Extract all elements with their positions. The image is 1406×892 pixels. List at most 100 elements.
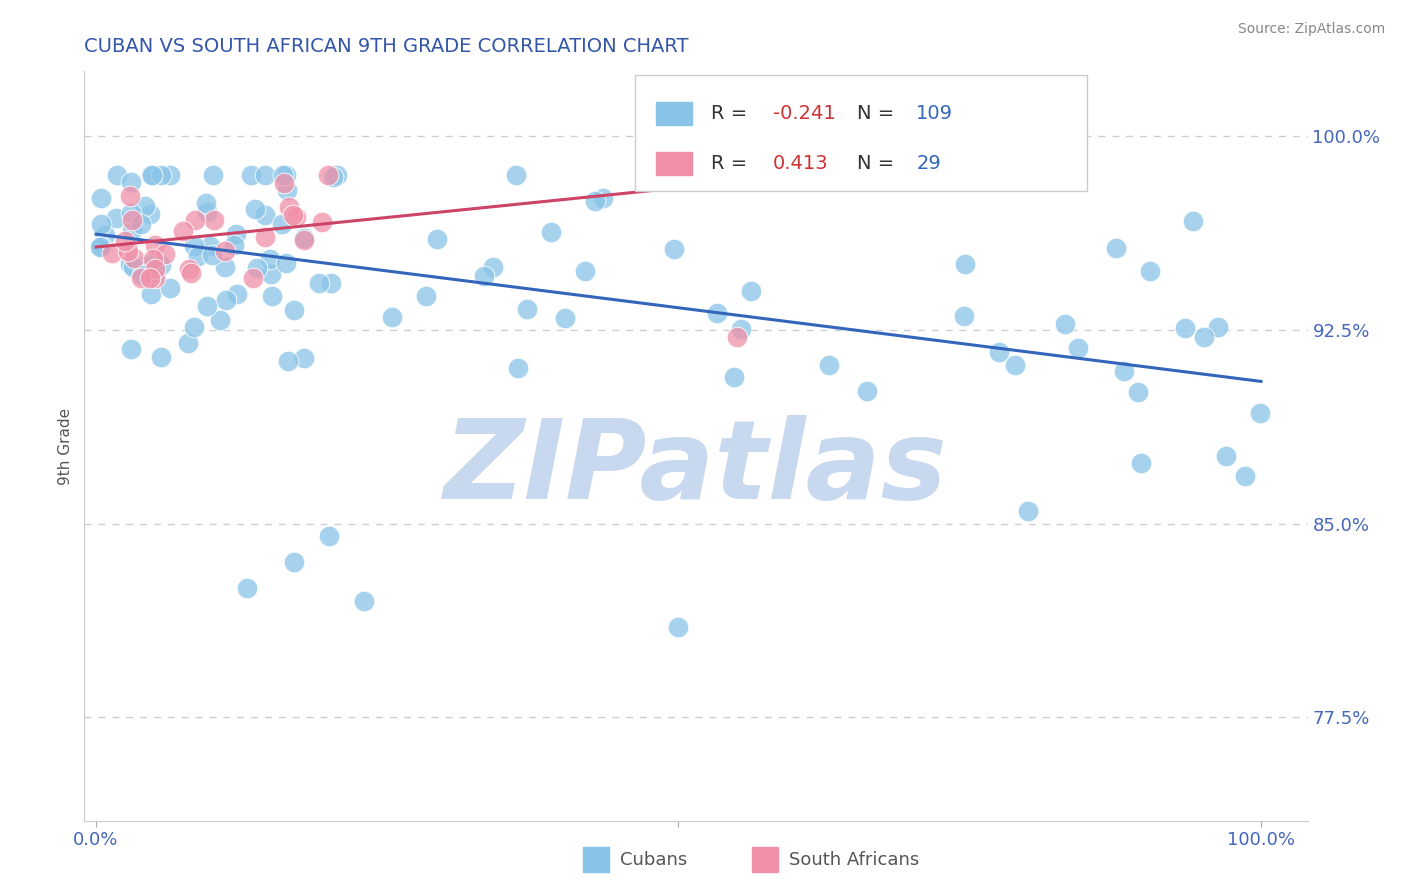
Point	[131, 268, 153, 283]
Point	[90, 190, 112, 204]
Point	[817, 358, 839, 372]
Point	[259, 267, 281, 281]
Point	[121, 212, 143, 227]
Point	[226, 287, 249, 301]
Point	[1249, 406, 1271, 420]
Point	[1067, 341, 1090, 355]
Point	[101, 245, 124, 260]
Point	[143, 271, 166, 285]
Point	[145, 266, 167, 280]
Point	[554, 311, 576, 326]
Point	[114, 234, 136, 248]
Point	[574, 264, 596, 278]
Point	[143, 238, 166, 252]
Point	[277, 201, 299, 215]
Point	[201, 248, 224, 262]
Point	[274, 168, 297, 182]
Point	[239, 168, 262, 182]
Point	[311, 215, 333, 229]
Point	[326, 168, 349, 182]
Point	[201, 168, 224, 182]
Point	[725, 330, 748, 344]
Point	[1126, 384, 1149, 399]
Point	[195, 205, 218, 219]
Point	[1233, 468, 1256, 483]
Point	[242, 271, 264, 285]
Point	[253, 168, 276, 182]
Point	[142, 252, 165, 266]
Point	[292, 231, 315, 245]
Point	[276, 183, 298, 197]
Point	[120, 175, 142, 189]
Point	[583, 194, 606, 209]
Point	[592, 191, 614, 205]
Point	[283, 302, 305, 317]
Text: CUBAN VS SOUTH AFRICAN 9TH GRADE CORRELATION CHART: CUBAN VS SOUTH AFRICAN 9TH GRADE CORRELA…	[84, 37, 689, 56]
Point	[129, 217, 152, 231]
Point	[321, 276, 343, 290]
Point	[1215, 449, 1237, 463]
FancyBboxPatch shape	[636, 75, 1087, 191]
Text: Source: ZipAtlas.com: Source: ZipAtlas.com	[1237, 22, 1385, 37]
Point	[706, 306, 728, 320]
Point	[209, 313, 232, 327]
Point	[292, 351, 315, 365]
Point	[89, 240, 111, 254]
Point	[540, 225, 562, 239]
Point	[202, 212, 225, 227]
Point	[260, 289, 283, 303]
Point	[236, 581, 259, 595]
Text: 0.413: 0.413	[773, 154, 828, 173]
Point	[1114, 364, 1136, 378]
Point	[259, 252, 281, 267]
Point	[271, 168, 294, 182]
Bar	[655, 153, 692, 175]
Point	[142, 256, 165, 270]
Point	[952, 309, 974, 323]
Point	[121, 223, 143, 237]
Point	[284, 210, 307, 224]
Point	[120, 258, 142, 272]
Point	[131, 260, 153, 275]
Point	[143, 262, 166, 277]
Text: N =: N =	[858, 154, 901, 173]
Point	[198, 239, 221, 253]
Text: 29: 29	[917, 154, 941, 173]
Text: R =: R =	[710, 104, 754, 123]
Point	[322, 169, 344, 184]
Y-axis label: 9th Grade: 9th Grade	[58, 408, 73, 484]
Point	[1192, 330, 1215, 344]
Point	[723, 369, 745, 384]
Point	[246, 260, 269, 275]
Point	[139, 168, 162, 182]
Point	[668, 620, 690, 634]
Point	[172, 224, 194, 238]
Point	[184, 213, 207, 227]
Point	[1206, 319, 1229, 334]
Point	[195, 196, 218, 211]
Point	[141, 168, 163, 182]
Point	[730, 321, 752, 335]
Point	[505, 168, 527, 182]
Point	[253, 208, 276, 222]
Point	[214, 260, 236, 274]
Point	[1130, 456, 1153, 470]
Point	[316, 168, 339, 182]
Text: ZIPatlas: ZIPatlas	[444, 415, 948, 522]
Point	[1004, 358, 1026, 372]
Point	[856, 384, 879, 399]
Point	[195, 299, 218, 313]
Point	[90, 218, 112, 232]
Point	[183, 239, 205, 253]
Point	[662, 242, 685, 256]
Point	[149, 258, 172, 272]
Point	[516, 302, 538, 317]
Point	[155, 247, 177, 261]
Point	[274, 256, 297, 270]
Point	[1139, 264, 1161, 278]
Point	[415, 289, 437, 303]
Point	[381, 310, 404, 324]
Point	[117, 244, 139, 258]
Point	[222, 237, 245, 252]
Point	[107, 168, 129, 182]
